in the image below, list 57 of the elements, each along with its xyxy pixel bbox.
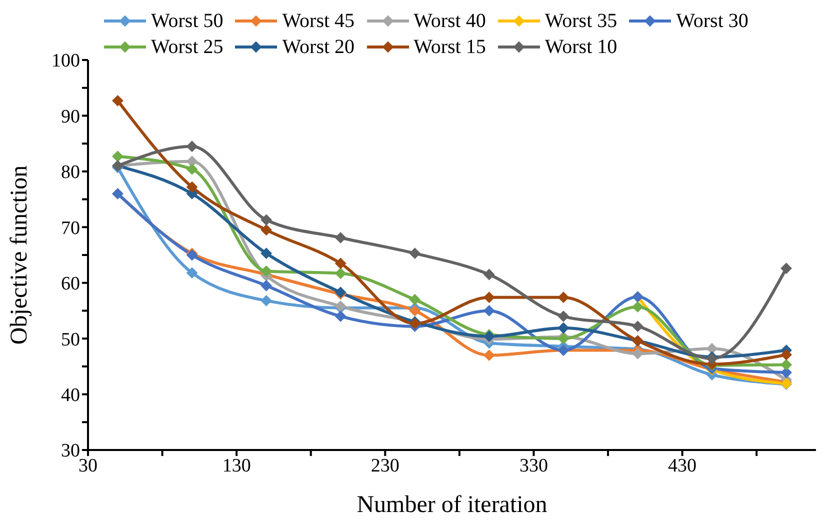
x-tick-label: 30 (78, 455, 98, 476)
point (558, 322, 569, 334)
y-tick-label: 100 (52, 50, 80, 72)
point (335, 232, 346, 244)
point (632, 320, 644, 332)
point (558, 292, 569, 303)
legend-label: Worst 50 (151, 9, 224, 34)
y-tick-label: 40 (61, 385, 80, 406)
y-tick-label: 90 (61, 106, 80, 128)
y-tick-label: 50 (61, 329, 80, 350)
legend-label: Worst 20 (282, 35, 355, 60)
point (260, 214, 272, 226)
x-tick-label: 330 (519, 455, 548, 476)
point (409, 248, 420, 259)
point (484, 269, 495, 280)
y-axis-title: Objective function (6, 165, 33, 345)
y-tick-label: 80 (61, 162, 80, 184)
point (260, 280, 272, 292)
legend-label: Worst 30 (676, 9, 748, 34)
point (484, 292, 495, 303)
point (780, 359, 792, 370)
point (186, 267, 198, 278)
y-tick-label: 30 (61, 440, 80, 462)
x-tick-label: 130 (222, 455, 251, 476)
y-tick-label: 60 (61, 274, 80, 295)
legend-label: Worst 45 (282, 9, 355, 34)
legend-label: Worst 40 (414, 9, 486, 34)
point (260, 295, 272, 306)
point (484, 350, 495, 361)
point (632, 301, 644, 312)
y-tick-label: 70 (61, 218, 80, 239)
point (335, 268, 346, 279)
legend-label: Worst 35 (544, 9, 618, 34)
point (780, 349, 792, 360)
point (706, 343, 718, 354)
point (484, 305, 495, 316)
point (409, 294, 420, 306)
point (632, 348, 644, 360)
point (112, 95, 124, 106)
point (409, 305, 420, 316)
x-tick-label: 230 (370, 455, 400, 476)
point (780, 262, 792, 274)
point (186, 164, 198, 175)
point (260, 224, 272, 236)
point (186, 140, 198, 152)
legend-label: Worst 10 (544, 35, 618, 60)
legend-label: Worst 15 (414, 35, 486, 60)
x-axis-title: Number of iteration (356, 492, 548, 518)
x-tick-label: 430 (668, 455, 697, 476)
point (335, 258, 346, 269)
point (112, 150, 124, 162)
legend-label: Worst 25 (151, 35, 224, 60)
point (260, 248, 272, 259)
point (186, 182, 198, 193)
point (260, 266, 272, 277)
point (558, 310, 569, 322)
point (335, 310, 346, 322)
